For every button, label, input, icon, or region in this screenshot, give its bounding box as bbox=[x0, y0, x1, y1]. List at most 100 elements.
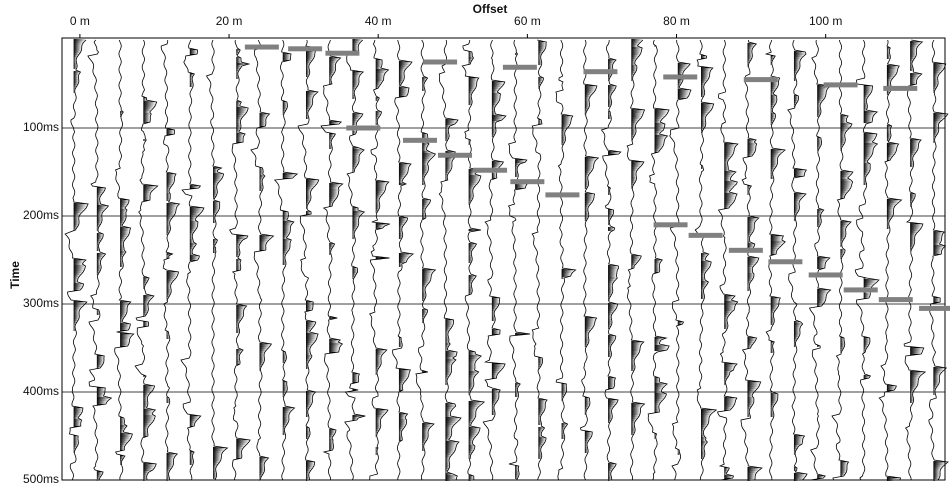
trace-fill bbox=[701, 55, 717, 459]
trace bbox=[555, 39, 577, 481]
x-tick-label: 40 m bbox=[365, 14, 392, 28]
trace bbox=[694, 39, 718, 481]
trace bbox=[320, 39, 344, 480]
pick bbox=[438, 152, 473, 158]
x-tick-label: 20 m bbox=[216, 14, 243, 28]
trace bbox=[229, 39, 251, 481]
trace bbox=[438, 39, 462, 481]
trace bbox=[831, 39, 854, 481]
pick bbox=[843, 287, 878, 293]
pick bbox=[346, 125, 381, 131]
trace bbox=[344, 39, 366, 481]
trace bbox=[669, 40, 692, 481]
y-tick-label: 200ms bbox=[23, 208, 59, 222]
trace bbox=[205, 39, 229, 481]
y-tick-label: 100ms bbox=[23, 120, 59, 134]
trace-fill bbox=[515, 53, 531, 479]
pick bbox=[473, 167, 508, 173]
trace bbox=[369, 39, 390, 481]
trace bbox=[878, 39, 903, 481]
trace bbox=[808, 39, 832, 481]
trace-fill bbox=[143, 97, 158, 481]
pick bbox=[878, 297, 913, 303]
trace bbox=[507, 39, 531, 481]
trace bbox=[716, 39, 739, 481]
trace bbox=[482, 39, 507, 481]
trace-fill bbox=[770, 55, 786, 417]
pick bbox=[402, 137, 437, 143]
trace bbox=[626, 39, 646, 481]
pick bbox=[919, 305, 950, 311]
trace bbox=[114, 39, 135, 481]
trace bbox=[273, 39, 299, 481]
pick bbox=[883, 85, 918, 91]
trace-fill bbox=[886, 47, 902, 481]
trace-fill bbox=[910, 41, 926, 403]
trace bbox=[87, 39, 113, 481]
trace-fill bbox=[817, 85, 831, 479]
pick bbox=[288, 46, 323, 52]
pick bbox=[244, 44, 279, 50]
pick bbox=[688, 232, 723, 238]
trace bbox=[928, 39, 949, 481]
trace bbox=[854, 39, 880, 481]
x-tick-label: 80 m bbox=[663, 14, 690, 28]
trace-fill bbox=[468, 51, 485, 481]
trace-fill bbox=[213, 167, 228, 479]
trace-fill bbox=[352, 39, 366, 421]
traces bbox=[64, 39, 949, 481]
trace bbox=[903, 39, 927, 481]
pick bbox=[653, 222, 688, 228]
x-tick-label: 60 m bbox=[514, 14, 541, 28]
trace-fill bbox=[538, 41, 548, 459]
trace bbox=[740, 39, 763, 481]
trace-fill bbox=[120, 111, 134, 465]
trace bbox=[297, 39, 320, 481]
chart-title: Offset bbox=[473, 2, 508, 16]
trace bbox=[579, 39, 600, 481]
pick bbox=[743, 77, 778, 83]
y-axis-title: Time bbox=[8, 261, 22, 289]
trace bbox=[415, 39, 437, 481]
y-tick-label: 300ms bbox=[23, 296, 59, 310]
trace-fill bbox=[677, 63, 691, 455]
trace bbox=[647, 39, 670, 481]
trace-fill bbox=[654, 45, 670, 439]
trace-fill bbox=[793, 51, 807, 481]
pick bbox=[510, 179, 545, 185]
trace-fill bbox=[933, 63, 948, 481]
pick bbox=[768, 259, 803, 265]
trace-fill bbox=[631, 39, 645, 435]
trace bbox=[461, 39, 486, 481]
trace-fill bbox=[259, 113, 274, 481]
trace-fill bbox=[747, 43, 762, 481]
pick bbox=[823, 82, 858, 88]
trace bbox=[600, 39, 622, 481]
pick bbox=[545, 192, 580, 198]
trace bbox=[160, 40, 181, 481]
trace bbox=[134, 39, 159, 481]
trace bbox=[392, 39, 415, 481]
y-tick-label: 500ms bbox=[23, 472, 59, 486]
trace-fill bbox=[608, 59, 621, 481]
trace bbox=[531, 39, 548, 481]
y-tick-label: 400ms bbox=[23, 384, 59, 398]
trace bbox=[64, 39, 89, 481]
trace-fill bbox=[724, 143, 738, 479]
trace-fill bbox=[189, 49, 204, 465]
trace-fill bbox=[73, 39, 89, 453]
pick bbox=[808, 272, 843, 278]
pick bbox=[502, 64, 537, 70]
pick bbox=[583, 69, 618, 75]
plot-frame bbox=[61, 37, 946, 481]
x-tick-label: 0 m bbox=[70, 14, 90, 28]
trace-fill bbox=[375, 59, 390, 455]
pick bbox=[728, 247, 763, 253]
trace-fill bbox=[491, 81, 506, 415]
trace-fill bbox=[584, 85, 599, 453]
trace-fill bbox=[166, 129, 180, 481]
trace-fill bbox=[96, 187, 112, 481]
pick bbox=[325, 50, 360, 56]
pick bbox=[663, 74, 698, 80]
